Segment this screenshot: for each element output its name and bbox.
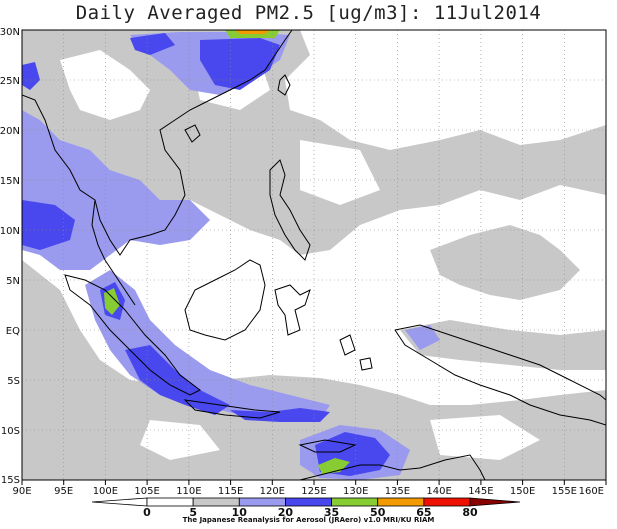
colorbar-label: 20 <box>278 506 294 519</box>
colorbar-label: 0 <box>143 506 151 519</box>
green-sumatra <box>104 288 120 315</box>
darkblue-myanmar <box>22 200 75 250</box>
lat-label: 10S <box>1 426 20 437</box>
coastline-indochina <box>22 30 293 256</box>
lat-label: 15N <box>0 176 20 187</box>
lat-label: 5N <box>6 276 20 287</box>
darkblue-left <box>22 62 40 90</box>
lon-label: 135E <box>385 486 410 497</box>
colorbar-box <box>423 497 471 507</box>
colorbar-label: 50 <box>370 506 386 519</box>
lat-label: 10N <box>0 226 20 237</box>
lon-label: 145E <box>468 486 493 497</box>
colorbar-box <box>146 497 194 507</box>
lon-label: 110E <box>176 486 201 497</box>
lon-label: 130E <box>343 486 368 497</box>
colorbar-label: 5 <box>189 506 197 519</box>
darkblue-java <box>230 408 330 422</box>
lon-label: 120E <box>260 486 285 497</box>
colorbar: 0 5 10 20 35 50 65 80 <box>91 497 521 519</box>
lon-label: 125E <box>301 486 326 497</box>
coastlines <box>22 30 606 480</box>
darkblue-sumatra-south <box>125 345 230 415</box>
colorbar-right-arrow <box>469 497 521 507</box>
colorbar-box <box>377 497 425 507</box>
colorbar-box <box>331 497 379 507</box>
gray-region-west <box>22 40 80 110</box>
lat-label: EQ <box>6 326 20 337</box>
lon-label: 160E <box>579 486 604 497</box>
tick-marks <box>21 480 607 485</box>
grid-lines <box>22 30 606 480</box>
colorbar-label: 10 <box>232 506 248 519</box>
darkblue-north <box>200 38 280 90</box>
coastline-timor <box>298 439 357 453</box>
coastline-taiwan <box>277 74 291 96</box>
lon-label: 105E <box>134 486 159 497</box>
latitude-labels: 30N 25N 20N 15N 10N 5N EQ 5S 10S 15S <box>0 27 20 486</box>
gray-region-east <box>430 225 580 300</box>
lat-label: 20N <box>0 126 20 137</box>
gray-region-newguinea <box>400 320 606 370</box>
coastline-newguinea <box>394 324 606 426</box>
lat-label: 15S <box>1 475 20 486</box>
longitude-labels: 90E 95E 100E 105E 110E 115E 120E 125E 13… <box>12 486 604 497</box>
lon-label: 115E <box>218 486 243 497</box>
map-title: Daily Averaged PM2.5 [ug/m3]: 11Jul2014 <box>75 2 542 24</box>
coastline-australia <box>299 454 486 480</box>
coastline-sumatra <box>64 274 201 396</box>
colorbar-label: 65 <box>416 506 431 519</box>
colorbar-box <box>238 497 286 507</box>
colorbar-box <box>285 497 332 507</box>
coastline-sulawesi <box>274 284 311 336</box>
colorbar-left-arrow <box>91 497 148 507</box>
lat-label: 5S <box>7 376 20 387</box>
lon-label: 100E <box>93 486 118 497</box>
colorbar-box <box>192 497 240 507</box>
colorbar-label: 80 <box>462 506 478 519</box>
orange-north <box>235 30 270 34</box>
lon-label: 155E <box>552 486 577 497</box>
coastline-moluccas <box>339 334 373 371</box>
coastline-malay <box>91 199 136 306</box>
darkblue-top <box>130 33 175 55</box>
coastline-java <box>183 399 281 419</box>
lon-label: 95E <box>54 486 73 497</box>
lat-label: 30N <box>0 27 20 38</box>
colorbar-label: 35 <box>324 506 339 519</box>
lat-label: 25N <box>0 76 20 87</box>
lightblue-newguinea <box>405 325 440 350</box>
lon-label: 150E <box>510 486 535 497</box>
lon-label: 90E <box>12 486 31 497</box>
coastline-philippines <box>269 159 311 261</box>
coastline-borneo <box>184 259 266 341</box>
credit-line: The Japanese Reanalysis for Aerosol (JRA… <box>182 516 435 524</box>
lon-label: 140E <box>426 486 451 497</box>
coastline-hainan <box>184 124 201 143</box>
